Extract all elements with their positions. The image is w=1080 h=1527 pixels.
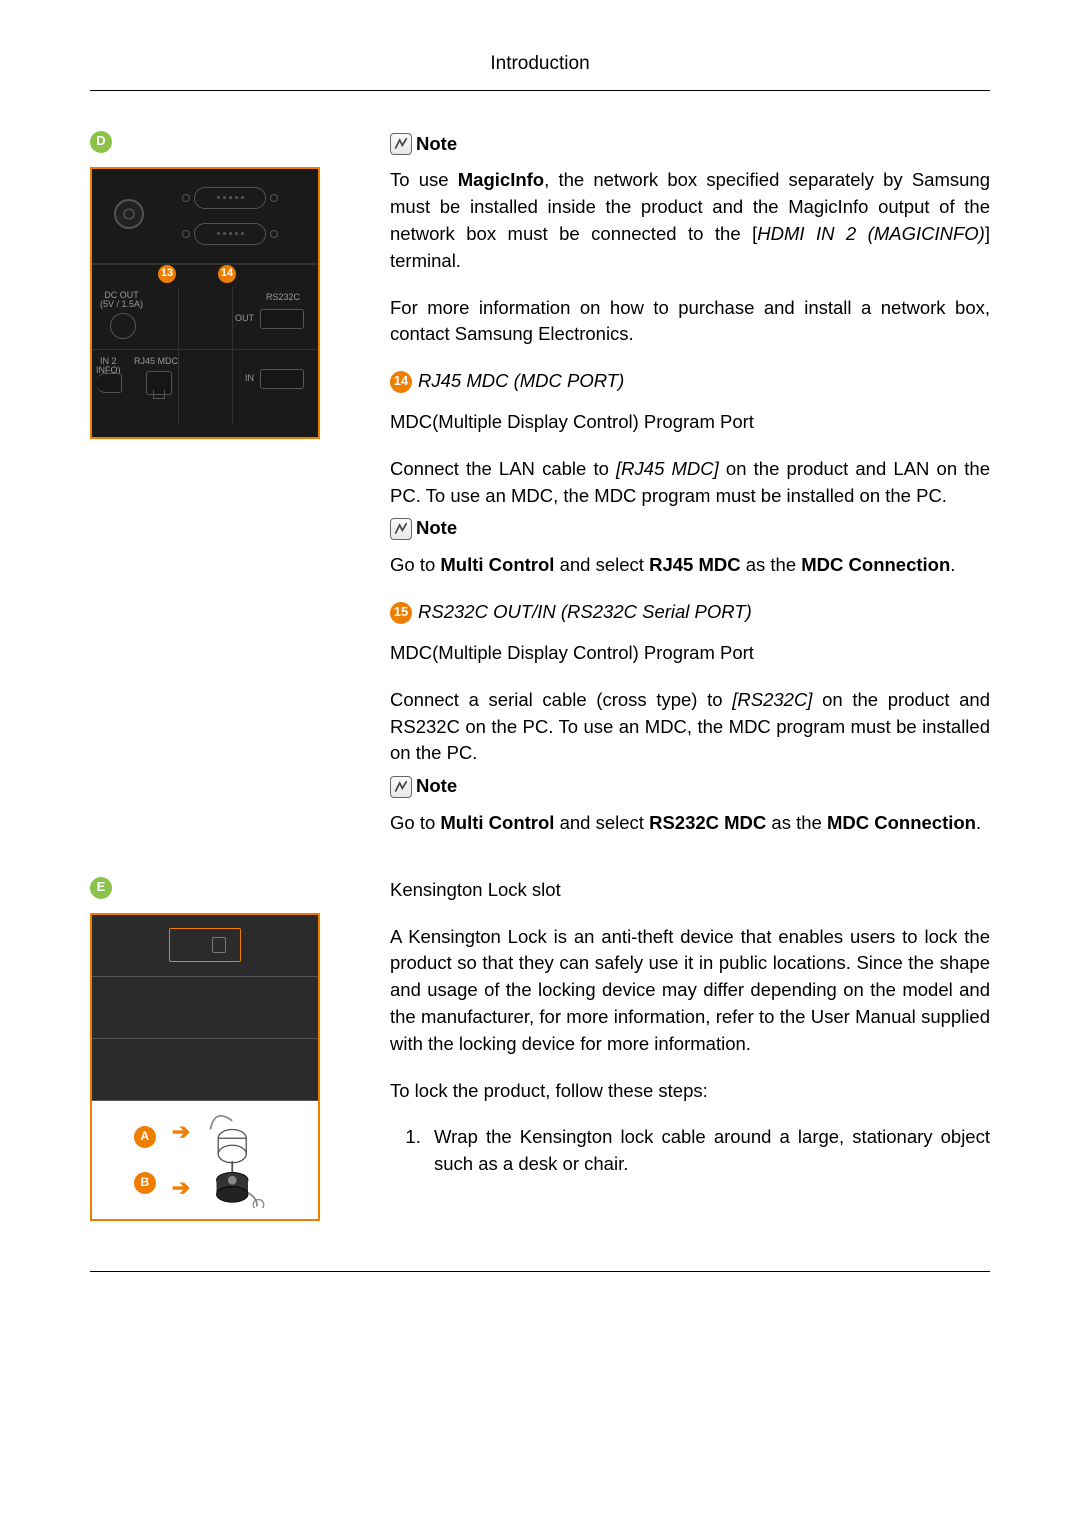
audio-hole-icon [270,194,278,202]
kensington-steps: Wrap the Kensington lock cable around a … [390,1124,990,1178]
audio-hole-icon [182,194,190,202]
num-15-icon: 15 [390,602,412,624]
section-e-badge: E [90,877,112,899]
item15-title: RS232C OUT/IN (RS232C Serial PORT) [418,599,752,626]
note-icon [390,518,412,540]
hdmi-in2-port-icon [96,373,122,393]
note-label: Note [416,773,457,800]
dsub-port-icon [194,223,266,245]
badge-b-icon: B [134,1172,156,1194]
audio-hole-icon [182,230,190,238]
figure-d-panel: 13 14 DC OUT (5V / 1.5A) RS232C OUT IN I… [90,167,320,439]
section-e-row: E A B ➔ ➔ [90,877,990,1221]
item15-heading: 15 RS232C OUT/IN (RS232C Serial PORT) [390,599,990,626]
kensington-step1: Wrap the Kensington lock cable around a … [426,1124,990,1178]
note-heading: Note [390,131,990,158]
dc-out-port-icon [110,313,136,339]
item14-p2: Connect the LAN cable to [RJ45 MDC] on t… [390,456,990,510]
note-icon [390,133,412,155]
item15-p1: MDC(Multiple Display Control) Program Po… [390,640,990,667]
audio-hole-icon [270,230,278,238]
out-label: OUT [235,312,254,325]
kensington-lock-icon [206,1112,276,1208]
num-14-icon: 14 [390,371,412,393]
section-e-left: E A B ➔ ➔ [90,877,350,1221]
coax-port-icon [114,199,144,229]
footer-rule [90,1271,990,1272]
arrow-right-icon: ➔ [172,1172,190,1204]
rj45-label: RJ45 MDC [134,357,178,367]
kensington-slot-icon [169,928,241,962]
section-e-right: Kensington Lock slot A Kensington Lock i… [390,877,990,1221]
arrow-right-icon: ➔ [172,1116,190,1148]
page-header: Introduction [90,50,990,91]
section-d-right: Note To use MagicInfo, the network box s… [390,131,990,857]
note1-para1: To use MagicInfo, the network box specif… [390,167,990,274]
dsub-port-icon [194,187,266,209]
section-d-badge: D [90,131,112,153]
item15-p2: Connect a serial cable (cross type) to [… [390,687,990,767]
note-icon [390,776,412,798]
item14-title: RJ45 MDC (MDC PORT) [418,368,624,395]
rj45-port-icon [146,371,172,395]
kensington-title: Kensington Lock slot [390,877,990,904]
kensington-p1: A Kensington Lock is an anti-theft devic… [390,924,990,1058]
section-d-left: D 13 14 [90,131,350,857]
rs232c-in-port-icon [260,369,304,389]
item14-p1: MDC(Multiple Display Control) Program Po… [390,409,990,436]
note-heading: Note [390,515,990,542]
in-label: IN [245,372,254,385]
note1-para2: For more information on how to purchase … [390,295,990,349]
figure-e-panel: A B ➔ ➔ [90,913,320,1221]
note-heading: Note [390,773,990,800]
item15-note-text: Go to Multi Control and select RS232C MD… [390,810,990,837]
note-label: Note [416,515,457,542]
badge-a-icon: A [134,1126,156,1148]
item14-note-text: Go to Multi Control and select RJ45 MDC … [390,552,990,579]
kensington-p2: To lock the product, follow these steps: [390,1078,990,1105]
section-d-row: D 13 14 [90,131,990,857]
rs232c-out-port-icon [260,309,304,329]
item14-heading: 14 RJ45 MDC (MDC PORT) [390,368,990,395]
rs232c-label: RS232C [266,293,300,303]
dc-out-label: DC OUT (5V / 1.5A) [100,291,143,311]
note-label: Note [416,131,457,158]
lock-diagram: A B ➔ ➔ [92,1101,318,1219]
